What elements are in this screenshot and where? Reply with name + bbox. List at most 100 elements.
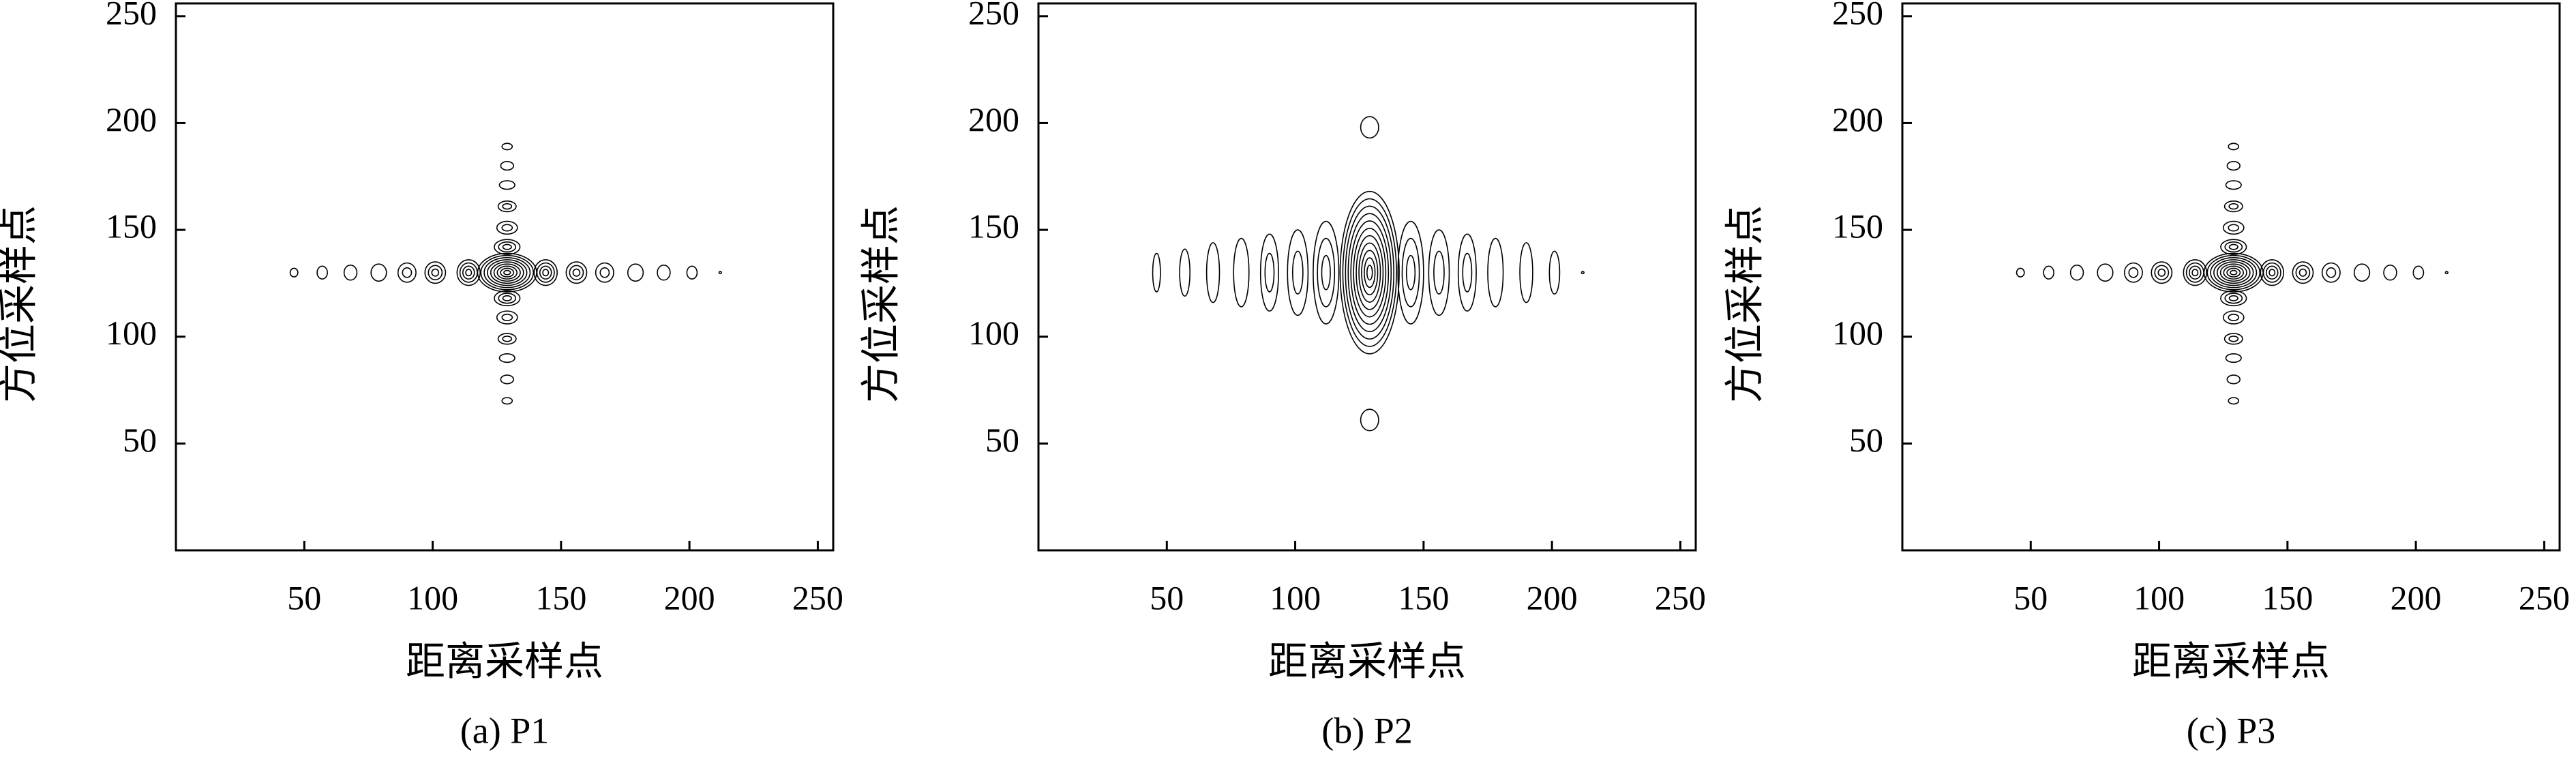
contour-line	[2268, 269, 2276, 277]
x-tick-label: 100	[2133, 578, 2185, 616]
contour-line	[431, 268, 440, 277]
contour-line	[1366, 265, 1373, 281]
contour-line	[501, 224, 513, 232]
contour-line	[370, 263, 387, 282]
contour-line	[1433, 250, 1445, 295]
contour-line	[1179, 248, 1190, 297]
contour-line	[1291, 250, 1304, 295]
contour-line	[2260, 259, 2284, 286]
contour-line	[1345, 205, 1394, 340]
contour-line	[462, 265, 475, 280]
contour-line	[402, 267, 413, 278]
contour-line	[1205, 242, 1220, 303]
y-tick-label: 150	[1832, 207, 1883, 245]
caption: (b) P2	[1321, 710, 1413, 751]
contour-line	[1364, 257, 1376, 288]
contour-line	[2224, 293, 2243, 304]
contour-line	[502, 203, 513, 210]
x-tick-label: 100	[1270, 578, 1321, 616]
contour-line	[487, 259, 528, 286]
contour-line	[542, 269, 550, 277]
contour-line	[498, 353, 515, 363]
y-axis-label: 方位采样点	[0, 205, 40, 403]
contour-line	[2326, 267, 2337, 278]
contour-line	[1581, 271, 1585, 275]
contour-line	[533, 259, 558, 286]
contour-line	[494, 290, 521, 307]
contour-line	[2128, 267, 2139, 278]
contour-line	[343, 264, 358, 281]
x-tick-label: 250	[1655, 578, 1706, 616]
contour-line	[2157, 268, 2166, 277]
contour-line	[2225, 180, 2242, 190]
contour-line	[456, 259, 481, 286]
contour-line	[2222, 220, 2245, 235]
contour-line	[1321, 254, 1331, 291]
contour-line	[490, 261, 524, 284]
plot-frame	[175, 2, 835, 552]
y-tick-label: 250	[106, 0, 157, 31]
contour-line	[2224, 241, 2243, 253]
contour-line	[539, 265, 552, 280]
contour-line	[2069, 264, 2084, 281]
contour-line	[1519, 242, 1533, 303]
contour-line	[496, 265, 518, 280]
x-tick-label: 150	[2262, 578, 2313, 616]
contour-line	[2298, 268, 2307, 277]
contour-line	[2210, 257, 2258, 288]
contour-line	[686, 265, 698, 280]
x-tick-label: 150	[1398, 578, 1449, 616]
contour-line	[1259, 233, 1279, 312]
contour-line	[1397, 220, 1424, 325]
contour-line	[2228, 203, 2239, 210]
x-tick-label: 50	[2013, 578, 2048, 616]
contour-line	[2219, 263, 2247, 282]
contour-line	[2189, 265, 2202, 280]
contour-line	[1152, 252, 1161, 293]
contour-line	[2228, 336, 2239, 342]
x-tick-label: 250	[792, 578, 843, 616]
contour-line	[2183, 259, 2208, 286]
contour-line	[497, 200, 517, 213]
contour-line	[1401, 237, 1420, 308]
contour-line	[595, 262, 614, 283]
contour-line	[2191, 269, 2199, 277]
contour-line	[2097, 263, 2114, 282]
contour-line	[2226, 374, 2241, 385]
x-axis-label: 距离采样点	[406, 639, 603, 683]
contour-line	[2223, 200, 2243, 213]
contour-line	[2230, 269, 2238, 276]
contour-line	[501, 397, 513, 405]
y-tick-label: 50	[123, 421, 157, 459]
contour-line	[2444, 271, 2448, 275]
contour-line	[424, 261, 447, 284]
y-tick-label: 200	[106, 100, 157, 138]
contour-line	[496, 310, 518, 325]
contour-line	[718, 271, 722, 275]
contour-line	[1405, 254, 1416, 291]
contour-line	[2220, 290, 2247, 307]
contour-line	[502, 336, 513, 342]
y-tick-label: 150	[968, 207, 1019, 245]
contour-line	[2213, 259, 2254, 286]
x-tick-label: 100	[407, 578, 458, 616]
contour-line	[500, 161, 514, 171]
contour-line	[1347, 213, 1392, 333]
x-tick-label: 50	[1150, 578, 1184, 616]
contour-line	[2151, 261, 2173, 284]
contour-line	[2220, 239, 2247, 255]
contour-line	[497, 333, 517, 345]
y-tick-label: 100	[968, 314, 1019, 352]
contour-line	[1342, 198, 1397, 347]
contour-line	[2228, 143, 2240, 151]
contour-line	[1287, 229, 1309, 316]
contour-line	[459, 262, 478, 283]
contour-line	[494, 239, 521, 255]
contour-line	[2226, 161, 2241, 171]
contour-line	[503, 269, 511, 276]
contour-line	[2228, 397, 2240, 405]
contour-line	[2123, 262, 2143, 283]
contour-line	[2154, 265, 2170, 280]
contour-line	[536, 262, 555, 283]
contour-line	[1313, 220, 1340, 325]
